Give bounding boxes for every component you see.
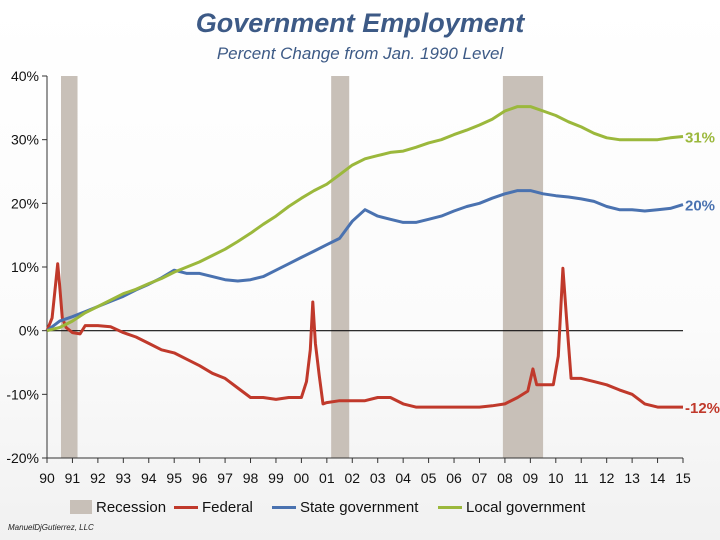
legend-item-state: State government [272,497,418,517]
x-tick-label: 11 [574,470,589,486]
series-line-state-government [46,189,684,332]
credit-text: ManuelDjGutierrez, LLC [8,523,94,532]
x-tick-label: 09 [523,470,539,486]
legend-swatch-state [272,505,296,509]
recession-band-0 [60,76,78,458]
x-tick-label: 92 [90,470,106,486]
x-tick-label: 95 [166,470,182,486]
x-tick-label: 96 [192,470,208,486]
x-tick-label: 12 [599,470,615,486]
chart-subtitle: Percent Change from Jan. 1990 Level [216,44,504,63]
chart-title: Government Employment [195,8,525,38]
x-tick-label: 94 [141,470,157,486]
x-tick-label: 10 [548,470,564,486]
legend-swatch-local [438,505,462,509]
legend-item-federal: Federal [174,497,253,517]
legend-label-state: State government [300,498,419,516]
y-tick-label: -20% [6,450,39,466]
x-tick-label: 02 [344,470,360,486]
x-tick-label: 07 [472,470,488,486]
legend-label-recession: Recession [96,498,167,516]
y-tick-label: -10% [6,386,39,402]
x-tick-label: 15 [675,470,691,486]
x-tick-label: 99 [268,470,284,486]
x-tick-label: 97 [217,470,233,486]
series-line-local-government [46,105,684,333]
series-line-federal [45,262,683,409]
x-tick-label: 01 [319,470,335,486]
y-tick-label: 0% [19,323,39,339]
y-tick-label: 40% [11,68,39,84]
x-tick-label: 04 [395,470,411,486]
legend-item-recession: Recession [70,497,166,517]
x-tick-label: 06 [446,470,462,486]
x-tick-label: 00 [294,470,310,486]
x-tick-label: 03 [370,470,386,486]
legend-label-federal: Federal [202,498,253,516]
x-tick-label: 90 [39,470,55,486]
x-tick-label: 91 [65,470,81,486]
series-end-label: 31% [685,129,715,146]
legend-label-local: Local government [466,498,586,516]
legend-item-local: Local government [438,497,585,517]
legend-swatch-recession [70,500,92,514]
series-end-label: -12% [685,400,720,417]
y-tick-label: 20% [11,195,39,211]
y-tick-label: 30% [11,132,39,148]
y-tick-label: 10% [11,259,39,275]
x-tick-label: 98 [243,470,259,486]
x-tick-label: 93 [116,470,132,486]
x-tick-label: 08 [497,470,513,486]
x-tick-label: 13 [624,470,640,486]
series-end-label: 20% [685,198,715,215]
legend-swatch-federal [174,505,198,509]
x-tick-label: 14 [650,470,666,486]
x-tick-label: 05 [421,470,437,486]
